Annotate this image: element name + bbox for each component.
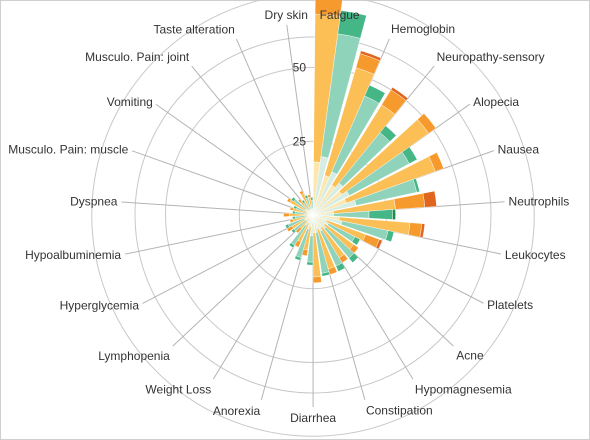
bar-neuropathy-sensory-B-level3 xyxy=(379,125,397,142)
bar-vomiting-A-level3 xyxy=(286,197,292,203)
category-label: Nausea xyxy=(498,142,540,156)
category-label: Anorexia xyxy=(213,404,261,418)
bar-neutrophils-B-level4 xyxy=(392,209,396,220)
spoke-19 xyxy=(155,103,314,216)
bar-leukocytes-A-level3 xyxy=(408,222,423,238)
category-label: Taste alteration xyxy=(153,22,234,36)
bar-dyspnea-A-level3 xyxy=(283,212,290,217)
spoke-20 xyxy=(191,65,314,216)
category-label: Neuropathy-sensory xyxy=(437,50,545,64)
bar-weight-loss-B-level3 xyxy=(288,242,295,249)
category-label: Fatigue xyxy=(320,8,360,22)
bar-leukocytes-A-level4 xyxy=(419,223,425,238)
bar-hyperglycemia-B-level3 xyxy=(285,223,290,229)
bar-fatigue-B-level3 xyxy=(337,10,367,39)
category-label: Hemoglobin xyxy=(391,22,455,36)
category-label: Weight Loss xyxy=(145,383,211,397)
category-label: Musculo. Pain: joint xyxy=(85,50,190,64)
bar-constipation-B-level3 xyxy=(321,271,330,277)
category-label: Dry skin xyxy=(265,8,308,22)
category-label: Hypoalbuminemia xyxy=(25,248,121,262)
radial-tick-label: 75 xyxy=(293,0,307,1)
grid-ring-75 xyxy=(91,0,535,437)
bar-platelets-B-level3 xyxy=(351,236,361,246)
category-label: Leukocytes xyxy=(505,248,566,262)
radial-tick-labels: 25 50 75 xyxy=(293,0,307,148)
category-label: Lymphopenia xyxy=(98,349,170,363)
bar-hemoglobin-A-level4 xyxy=(359,50,382,62)
bar-nausea-B-level3 xyxy=(412,178,420,193)
bar-leukocytes-B-level3 xyxy=(385,230,395,243)
bar-hypomagnesemia-B-level3 xyxy=(335,262,346,272)
bar-dry-skin-A-level3 xyxy=(307,194,311,199)
spoke-14 xyxy=(172,214,314,347)
bar-musculo-pain-muscle-B-level3 xyxy=(293,205,298,210)
bar-musculo-pain-muscle-A-level3 xyxy=(289,206,294,211)
bar-lymphopenia-B-level3 xyxy=(291,228,297,234)
category-label: Neutrophils xyxy=(509,195,570,209)
bar-marks xyxy=(283,0,444,284)
bar-musculo-pain-joint-B-level3 xyxy=(301,199,306,204)
category-label: Constipation xyxy=(366,404,433,418)
spoke-16 xyxy=(124,214,314,255)
radial-tick-label: 25 xyxy=(293,134,307,148)
bar-alopecia-B-level3 xyxy=(401,146,418,164)
category-label: Dyspnea xyxy=(70,195,118,209)
bar-diarrhea-B-level3 xyxy=(306,261,314,266)
bar-acne-B-level3 xyxy=(348,252,359,263)
bar-hypoalbuminemia-A-level3 xyxy=(289,218,294,223)
bar-dyspnea-B-level3 xyxy=(292,210,296,215)
spoke-21 xyxy=(235,38,314,216)
bar-diarrhea-A-level3 xyxy=(312,276,322,284)
category-label: Alopecia xyxy=(473,95,519,109)
bar-taste-alteration-A-level3 xyxy=(299,190,304,195)
spoke-18 xyxy=(131,150,314,216)
bar-hemoglobin-B-level3 xyxy=(364,84,386,104)
category-label: Musculo. Pain: muscle xyxy=(8,142,128,156)
category-label: Hyperglycemia xyxy=(60,298,140,312)
bar-alopecia-A-level3 xyxy=(417,113,437,134)
spoke-22 xyxy=(286,24,314,216)
category-labels: Fatigue Hemoglobin Neuropathy-sensory Alope… xyxy=(8,8,569,425)
bar-dry-skin-B-level3 xyxy=(310,197,314,201)
bar-musculo-pain-joint-A-level3 xyxy=(297,198,303,204)
category-label: Diarrhea xyxy=(290,411,336,425)
bar-neutrophils-B-level3 xyxy=(368,209,393,220)
bar-nausea-A-level3 xyxy=(428,152,444,172)
bar-vomiting-B-level3 xyxy=(291,196,296,202)
bar-anorexia-B-level3 xyxy=(294,255,302,261)
bar-fatigue-A-level3 xyxy=(314,0,343,17)
category-label: Platelets xyxy=(487,298,533,312)
bar-hypoalbuminemia-B-level3 xyxy=(292,216,296,220)
bar-taste-alteration-B-level3 xyxy=(304,194,309,200)
category-label: Acne xyxy=(456,349,484,363)
bar-neutrophils-A-level4 xyxy=(422,190,437,208)
spoke-17 xyxy=(121,201,314,216)
radial-tick-label: 50 xyxy=(293,61,307,75)
category-label: Hypomagnesemia xyxy=(415,382,512,396)
spoke-15 xyxy=(142,214,314,304)
category-label: Vomiting xyxy=(107,95,153,109)
bar-neuropathy-sensory-A-level4 xyxy=(390,87,409,101)
bar-platelets-A-level4 xyxy=(375,239,383,250)
